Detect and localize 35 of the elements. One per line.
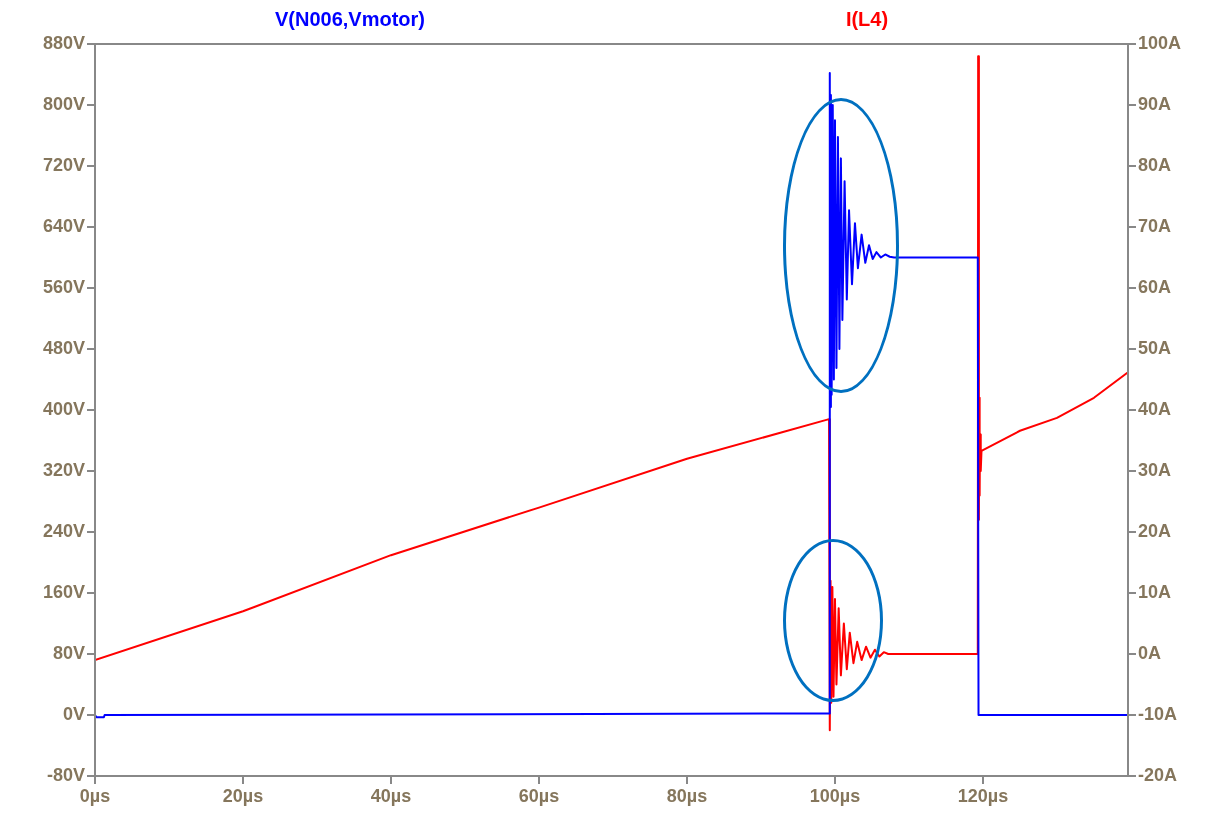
x-tick-label: 120µs xyxy=(957,785,1009,806)
y2-tick-label: 50A xyxy=(1138,337,1172,358)
x-tick-label: 80µs xyxy=(666,785,708,806)
y-tick-label: -80V xyxy=(46,764,85,785)
y-tick-label: 640V xyxy=(42,215,85,236)
text: I(L4) xyxy=(845,8,889,31)
y2-tick-label: -20A xyxy=(1138,764,1178,785)
y-tick-label: 480V xyxy=(42,337,85,358)
y-tick-label: 160V xyxy=(42,581,85,602)
y-tick-label: 720V xyxy=(42,154,85,175)
y-tick-label: 80V xyxy=(52,642,85,663)
x-tick-label: 20µs xyxy=(222,785,264,806)
y-tick-label: 0V xyxy=(62,703,85,724)
x-tick-label: 100µs xyxy=(809,785,861,806)
y2-tick-label: 90A xyxy=(1138,93,1172,114)
y2-tick-label: 40A xyxy=(1138,398,1172,419)
y2-tick-label: -10A xyxy=(1138,703,1178,724)
x-tick-label: 40µs xyxy=(370,785,412,806)
y-tick-label: 240V xyxy=(42,520,85,541)
x-tick-label: 0µs xyxy=(79,785,111,806)
y2-tick-label: 100A xyxy=(1138,32,1182,53)
y-tick-label: 320V xyxy=(42,459,85,480)
y-tick-label: 800V xyxy=(42,93,85,114)
y-tick-label: 560V xyxy=(42,276,85,297)
y2-tick-label: 20A xyxy=(1138,520,1172,541)
y2-tick-label: 70A xyxy=(1138,215,1172,236)
y2-tick-label: 10A xyxy=(1138,581,1172,602)
y2-tick-label: 30A xyxy=(1138,459,1172,480)
y2-tick-label: 0A xyxy=(1138,642,1162,663)
x-tick-label: 60µs xyxy=(518,785,560,806)
y-tick-label: 880V xyxy=(42,32,85,53)
y2-tick-label: 80A xyxy=(1138,154,1172,175)
y2-tick-label: 60A xyxy=(1138,276,1172,297)
y-tick-label: 400V xyxy=(42,398,85,419)
text: V(N006,Vmotor) xyxy=(274,8,426,31)
